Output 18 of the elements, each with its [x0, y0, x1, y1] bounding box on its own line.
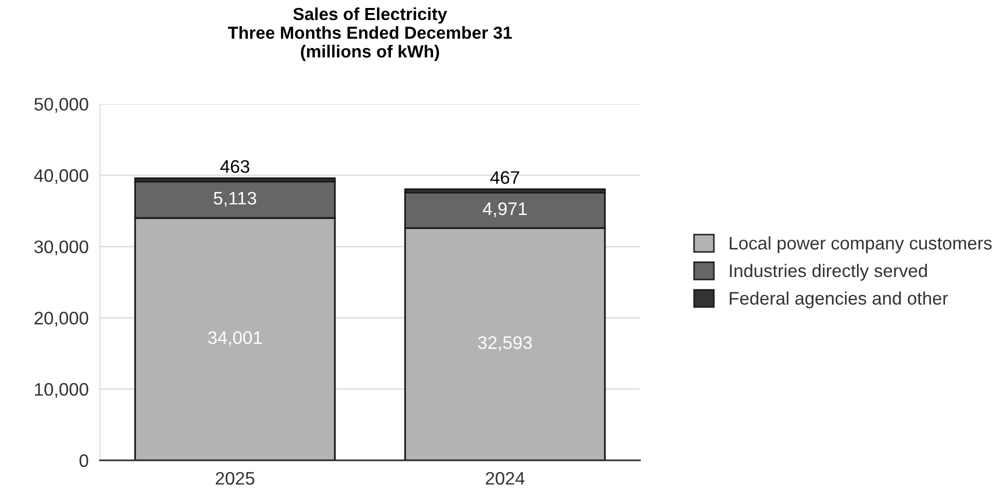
chart-title: Sales of Electricity Three Months Ended December 31 (millions of kWh) [228, 7, 512, 62]
y-tick-label: 40,000 [34, 169, 88, 184]
data-label: 4,971 [482, 202, 527, 218]
x-tick-label: 2025 [216, 472, 254, 485]
y-tick-label: 0 [80, 454, 88, 468]
legend-label: Local power company customers [730, 236, 992, 254]
data-label: 463 [220, 160, 250, 173]
data-label: 5,113 [214, 192, 256, 207]
y-tick-label: 20,000 [34, 312, 88, 327]
y-tick-label: 30,000 [34, 240, 88, 256]
data-label: 467 [490, 171, 520, 184]
data-label: 34,001 [208, 331, 262, 346]
y-tick-label: 50,000 [34, 98, 88, 113]
x-tick-label: 2024 [486, 472, 525, 485]
y-tick-label: 10,000 [35, 383, 88, 398]
data-label: 32,593 [478, 336, 532, 352]
legend-label: Industries directly served [730, 264, 927, 281]
legend-label: Federal agencies and other [730, 291, 948, 308]
